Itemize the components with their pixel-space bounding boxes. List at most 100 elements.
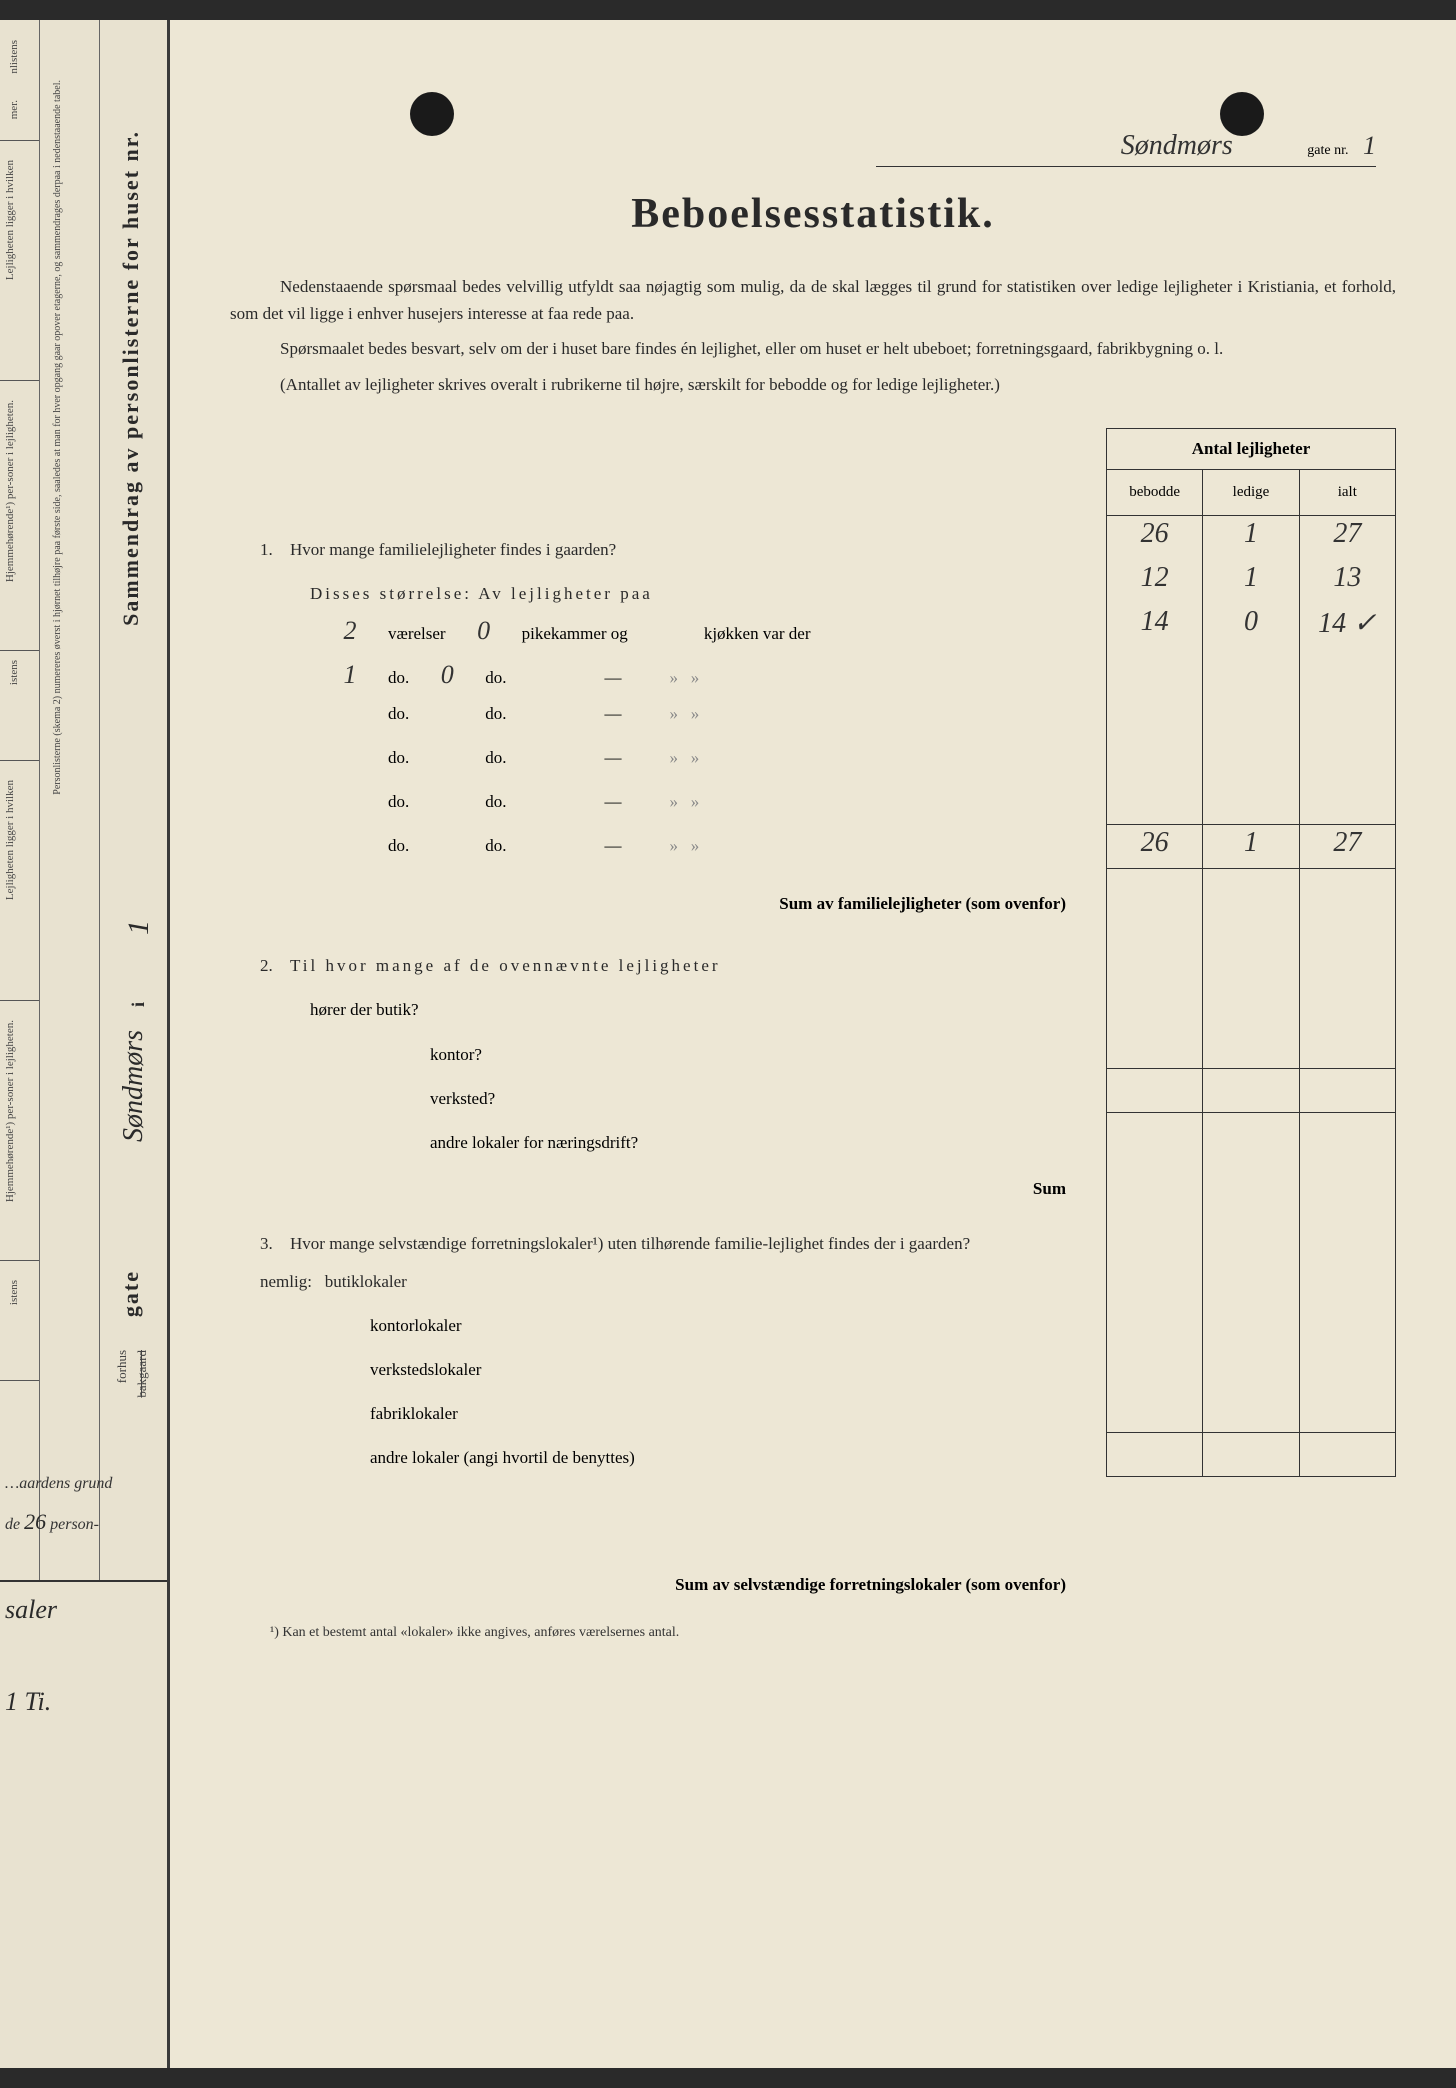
content-area: Antal lejligheter bebodde ledige ialt 26… xyxy=(230,428,1396,1641)
table-row xyxy=(1107,1028,1395,1068)
table-row xyxy=(1107,868,1395,908)
table-row xyxy=(1107,1152,1395,1192)
cell: 27 xyxy=(1300,825,1395,868)
cell xyxy=(1300,692,1395,736)
do-label: do. xyxy=(388,836,409,856)
size-row: do. do. —» » xyxy=(230,704,1086,748)
intro-paragraph-2: Spørsmaalet bedes besvart, selv om der i… xyxy=(230,335,1396,362)
table-row: 26 1 27 xyxy=(1107,516,1395,560)
size-row: 1 do. 0 do. — » » xyxy=(230,660,1086,704)
bottom-person-count: 26 xyxy=(24,1509,46,1534)
punch-hole-icon xyxy=(410,92,454,136)
vaer-hw: 1 xyxy=(330,660,370,690)
do-label: do. xyxy=(485,668,506,688)
left-bakgaard: bakgaard xyxy=(134,1350,150,1398)
kj-label: kjøkken var der xyxy=(704,624,811,644)
do-label: do. xyxy=(388,668,409,688)
intro-paragraph-1: Nedenstaaende spørsmaal bedes velvillig … xyxy=(230,273,1396,327)
bottom-de: de xyxy=(5,1516,20,1533)
left-vertical-sections: nlistens mer. Lejligheten ligger i hvilk… xyxy=(0,20,167,1580)
cell: 1 xyxy=(1203,516,1299,560)
apartments-table: Antal lejligheter bebodde ledige ialt 26… xyxy=(1106,428,1396,1477)
main-form-page: Søndmørs gate nr. 1 Beboelsesstatistik. … xyxy=(170,20,1456,2068)
cell xyxy=(1107,780,1203,824)
table-row xyxy=(1107,1392,1395,1432)
do-label: do. xyxy=(388,792,409,812)
document-page: nlistens mer. Lejligheten ligger i hvilk… xyxy=(0,20,1456,2068)
table-row xyxy=(1107,1352,1395,1392)
q1-sub: Disses størrelse: Av lejligheter paa xyxy=(230,572,1086,616)
left-column-2: Personlisterne (skema 2) numereres øvers… xyxy=(40,20,100,1580)
q3-nemlig: nemlig: butiklokaler xyxy=(230,1260,1086,1304)
size-row: do. do. —» » xyxy=(230,836,1086,880)
page-title: Beboelsesstatistik. xyxy=(230,190,1396,238)
cell xyxy=(1107,648,1203,692)
q3-item: fabriklokaler xyxy=(230,1392,1086,1436)
q2-label: Til hvor mange af de ovennævnte lejlighe… xyxy=(290,956,721,975)
q3-item: andre lokaler (angi hvortil de benyttes) xyxy=(230,1436,1086,1480)
left-cell-label: Lejligheten ligger i hvilken xyxy=(4,780,34,900)
left-cell-label: istens xyxy=(8,1280,20,1305)
do-label: do. xyxy=(485,704,506,724)
footnote: ¹) Kan et bestemt antal «lokaler» ikke a… xyxy=(230,1625,1396,1641)
left-column-1: nlistens mer. Lejligheten ligger i hvilk… xyxy=(0,20,40,1580)
col-ledige: ledige xyxy=(1203,470,1299,515)
left-forhus: forhus xyxy=(114,1350,130,1383)
size-row: 2 værelser 0 pikekammer og kjøkken var d… xyxy=(230,616,1086,660)
cell: 13 xyxy=(1300,560,1395,604)
q1-sum: Sum av familielejligheter (som ovenfor) xyxy=(230,880,1086,924)
cell xyxy=(1107,736,1203,780)
table-column-headers: bebodde ledige ialt xyxy=(1107,470,1395,516)
table-row xyxy=(1107,780,1395,824)
q3-item: verkstedslokaler xyxy=(230,1348,1086,1392)
bottom-saler: saler xyxy=(5,1595,57,1624)
header-street-hw: Søndmørs xyxy=(1121,130,1233,161)
q2-sum: Sum xyxy=(230,1165,1086,1209)
table-row xyxy=(1107,948,1395,988)
pike-hw: 0 xyxy=(427,660,467,690)
q2-item: hører der butik? xyxy=(230,988,1086,1032)
q2-text: 2.Til hvor mange af de ovennævnte lejlig… xyxy=(230,944,1086,988)
q1-text: 1.Hvor mange familielejligheter findes i… xyxy=(230,528,1086,572)
table-row xyxy=(1107,988,1395,1028)
cell xyxy=(1203,736,1299,780)
left-margin-strip: nlistens mer. Lejligheten ligger i hvilk… xyxy=(0,20,170,2068)
cell xyxy=(1300,736,1395,780)
header-street-line: Søndmørs gate nr. 1 xyxy=(876,130,1376,167)
q2-item: verksted? xyxy=(230,1077,1086,1121)
left-small-note: Personlisterne (skema 2) numereres øvers… xyxy=(52,80,92,795)
left-cell-label: istens xyxy=(8,660,20,685)
table-sum-row: 26 1 27 xyxy=(1107,824,1395,868)
cell: 0 xyxy=(1203,604,1299,648)
col-ialt: ialt xyxy=(1300,470,1395,515)
table-row xyxy=(1107,1232,1395,1272)
cell xyxy=(1203,692,1299,736)
cell: 1 xyxy=(1203,825,1299,868)
q3-item: kontorlokaler xyxy=(230,1304,1086,1348)
cell: 26 xyxy=(1107,516,1203,560)
cell xyxy=(1300,648,1395,692)
bottom-person: person- xyxy=(50,1516,99,1533)
cell xyxy=(1203,780,1299,824)
do-label: do. xyxy=(388,748,409,768)
q2-item: andre lokaler for næringsdrift? xyxy=(230,1121,1086,1165)
left-column-3: Sammendrag av personlisterne for huset n… xyxy=(100,20,170,1580)
left-in: i xyxy=(120,980,157,1027)
cell: 27 xyxy=(1300,516,1395,560)
dash-label: — xyxy=(605,668,622,688)
cell: 14 ✓ xyxy=(1300,604,1395,648)
q3-sum: Sum av selvstændige forretningslokaler (… xyxy=(230,1561,1086,1605)
left-cell-label: Lejligheten ligger i hvilken xyxy=(4,160,34,280)
left-cell-label: Hjemmehørende¹) per-soner i lejligheten. xyxy=(4,400,34,582)
left-cell-label: nlistens xyxy=(8,40,20,74)
table-row xyxy=(1107,1112,1395,1152)
cell: 14 xyxy=(1107,604,1203,648)
q3-item: butiklokaler xyxy=(325,1272,407,1291)
table-row xyxy=(1107,1432,1395,1476)
table-row xyxy=(1107,908,1395,948)
cell: 12 xyxy=(1107,560,1203,604)
bottom-line-1: …aardens grund xyxy=(5,1475,112,1492)
do-label: do. xyxy=(388,704,409,724)
table-row xyxy=(1107,648,1395,692)
do-label: do. xyxy=(485,748,506,768)
